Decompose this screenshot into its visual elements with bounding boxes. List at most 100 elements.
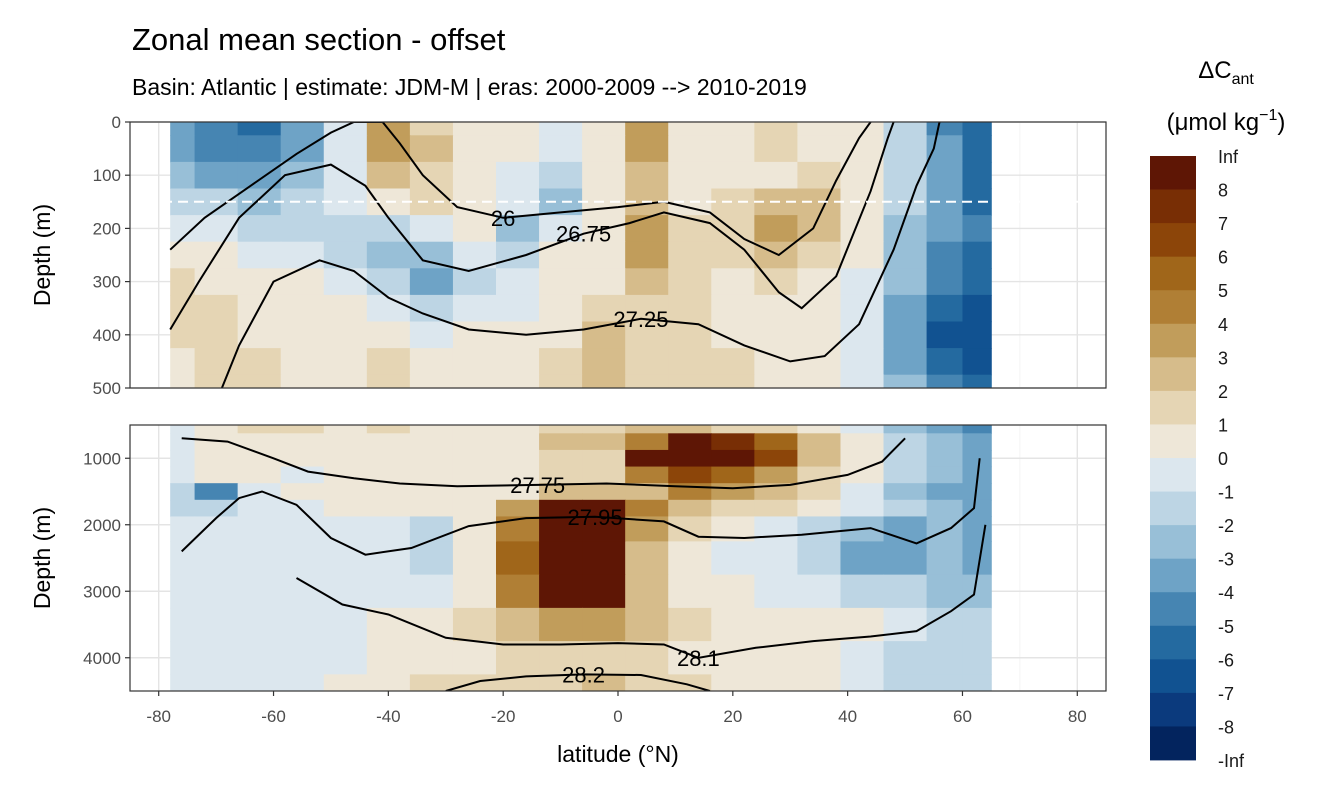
heatmap-cell: [323, 374, 368, 388]
heatmap-cell: [280, 321, 325, 349]
y-tick-label: 1000: [83, 449, 121, 468]
heatmap-cell: [711, 348, 755, 376]
heatmap-cell: [668, 135, 712, 163]
colorbar-swatch: [1150, 357, 1196, 392]
x-tick-label: 40: [838, 707, 857, 726]
heatmap-cell: [323, 122, 368, 136]
x-tick-label: -60: [261, 707, 286, 726]
heatmap-cell: [409, 294, 454, 323]
heatmap-cell: [409, 425, 454, 434]
heatmap-cell: [840, 674, 885, 691]
heatmap-cell: [711, 433, 755, 451]
heatmap-cell: [797, 641, 842, 675]
heatmap-cell: [668, 348, 712, 376]
heatmap-cell: [194, 466, 239, 484]
heatmap-cell: [962, 374, 992, 388]
heatmap-cell: [237, 449, 282, 468]
heatmap-cell: [366, 483, 411, 501]
heatmap-cell: [711, 188, 755, 216]
heatmap-cell: [539, 321, 583, 349]
heatmap-cell: [711, 161, 755, 190]
heatmap-cell: [926, 607, 964, 642]
heatmap-cell: [237, 135, 282, 163]
heatmap-cell: [840, 268, 885, 296]
heatmap-cell: [754, 466, 799, 484]
heatmap-cell: [323, 215, 368, 243]
heatmap-cell: [711, 674, 755, 691]
heatmap-cell: [926, 268, 964, 296]
heatmap-cell: [582, 483, 626, 501]
heatmap-cell: [668, 449, 712, 468]
heatmap-cell: [797, 574, 842, 609]
heatmap-cell: [409, 268, 454, 296]
heatmap-cell: [926, 483, 964, 501]
heatmap-cell: [237, 215, 282, 243]
heatmap-cell: [625, 122, 669, 136]
heatmap-cell: [539, 122, 583, 136]
colorbar-label: 4: [1218, 315, 1228, 335]
contour-line: [181, 437, 906, 490]
heatmap-cell: [194, 641, 239, 675]
heatmap-cell: [840, 241, 885, 269]
y-tick-label: 300: [93, 273, 121, 292]
heatmap-cell: [539, 674, 583, 691]
heatmap-cell: [237, 241, 282, 269]
heatmap-cell: [797, 321, 842, 349]
heatmap-cell: [926, 321, 964, 349]
heatmap-cell: [366, 674, 411, 691]
heatmap-cell: [754, 215, 799, 243]
heatmap-cell: [926, 135, 964, 163]
heatmap-cell: [280, 241, 325, 269]
heatmap-cell: [625, 449, 669, 468]
heatmap-cell: [237, 674, 282, 691]
contour-line: [181, 458, 981, 556]
heatmap-cell: [496, 241, 540, 269]
heatmap-cell: [170, 122, 196, 136]
heatmap-cell: [754, 574, 799, 609]
heatmap-cell: [711, 321, 755, 349]
heatmap-cell: [711, 135, 755, 163]
heatmap-cell: [237, 348, 282, 376]
density-contours: 26 26.75 27.25: [169, 122, 941, 388]
colorbar-swatch: [1150, 592, 1196, 627]
heatmap-cell: [582, 574, 626, 609]
heatmap-cell: [883, 294, 928, 323]
x-tick-label: 60: [953, 707, 972, 726]
heatmap-cell: [452, 215, 497, 243]
heatmap-cell: [539, 449, 583, 468]
heatmap-cell: [539, 135, 583, 163]
heatmap-cell: [754, 135, 799, 163]
heatmap-cell: [496, 466, 540, 484]
heatmap-cell: [170, 433, 196, 451]
heatmap-cell: [409, 483, 454, 501]
heatmap-cell: [926, 674, 964, 691]
heatmap-cell: [280, 541, 325, 576]
heatmap-cell: [625, 499, 669, 518]
heatmap-cell: [366, 433, 411, 451]
heatmap-cell: [797, 541, 842, 576]
heatmap-cell: [926, 516, 964, 542]
heatmap-cell: [539, 641, 583, 675]
heatmap-cell: [237, 516, 282, 542]
heatmap-cell: [237, 499, 282, 518]
heatmap-cell: [366, 574, 411, 609]
colorbar-swatch: [1150, 525, 1196, 560]
heatmap-cell: [883, 161, 928, 190]
heatmap-cell: [194, 321, 239, 349]
heatmap-cell: [754, 516, 799, 542]
heatmap-cell: [539, 466, 583, 484]
heatmap-cell: [883, 483, 928, 501]
heatmap-cell: [926, 161, 964, 190]
heatmap-cell: [280, 268, 325, 296]
heatmap-cell: [797, 241, 842, 269]
y-tick-label: 500: [93, 379, 121, 398]
heatmap-cell: [840, 122, 885, 136]
heatmap-cell: [539, 374, 583, 388]
heatmap-cell: [539, 241, 583, 269]
heatmap-cell: [625, 348, 669, 376]
heatmap-cell: [323, 268, 368, 296]
heatmap-cell: [883, 374, 928, 388]
heatmap-cell: [711, 499, 755, 518]
colorbar-swatch: [1150, 390, 1196, 425]
heatmap-cell: [366, 641, 411, 675]
